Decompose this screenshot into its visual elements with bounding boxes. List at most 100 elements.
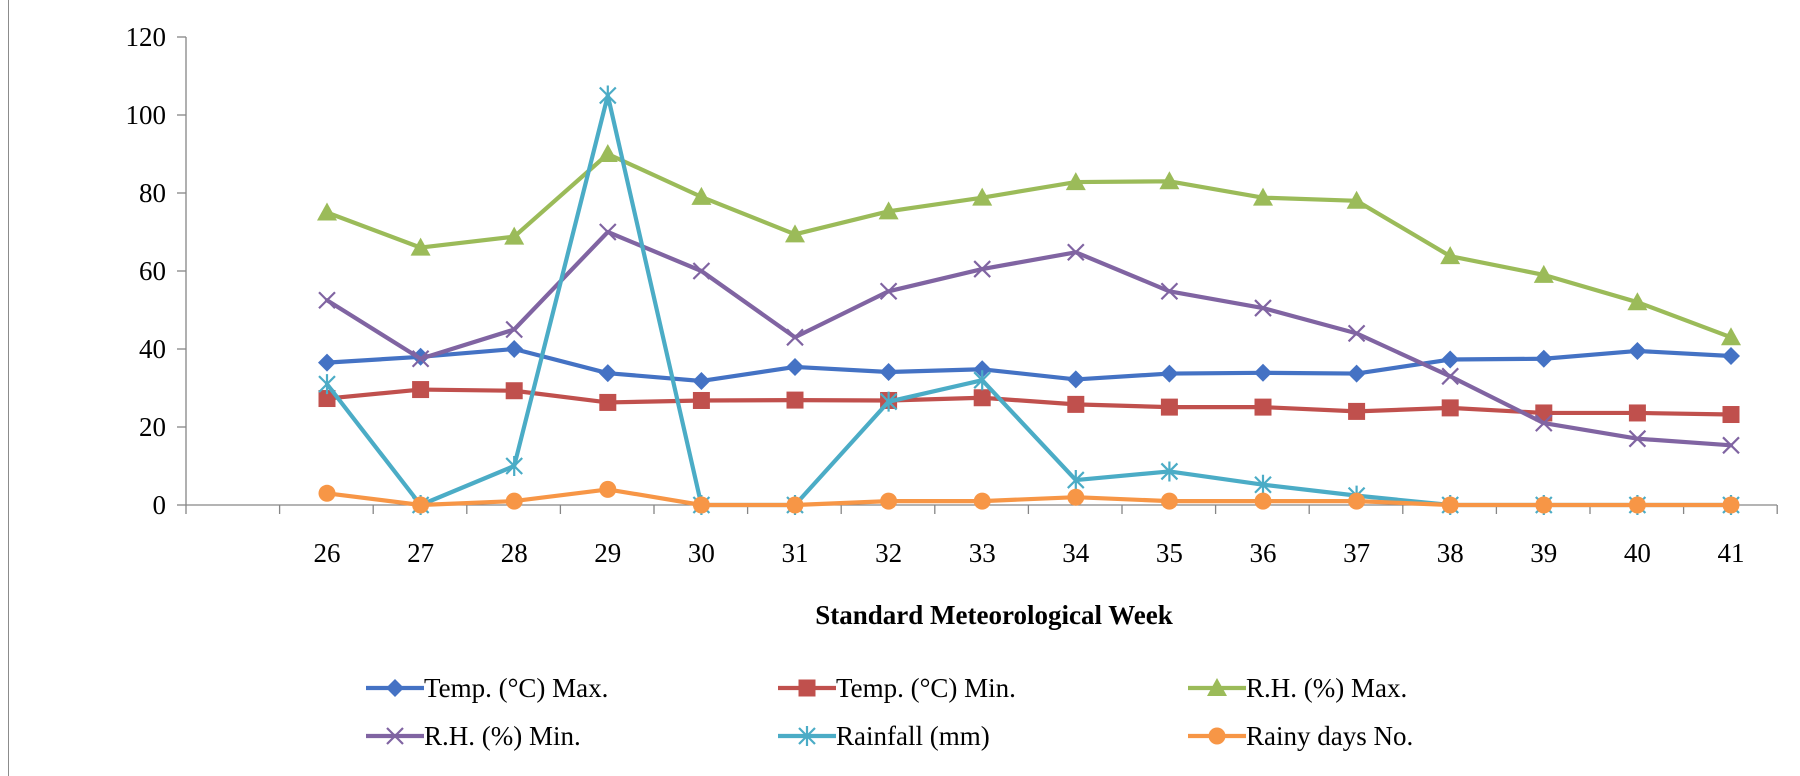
data-point (505, 340, 524, 358)
legend-item: R.H. (%) Min. (366, 721, 581, 751)
data-point (1441, 496, 1459, 514)
data-point (1067, 488, 1085, 506)
data-point (1160, 282, 1179, 301)
data-point (1722, 436, 1740, 455)
data-point (786, 496, 804, 514)
data-point (692, 371, 711, 390)
data-point (972, 187, 993, 206)
legend: Temp. (°C) Max. Temp. (°C) Min. R.H. (%) M… (366, 673, 1413, 751)
data-point (973, 389, 991, 407)
data-point (786, 391, 804, 409)
x-tick-label: 30 (688, 538, 715, 568)
y-tick-label: 120 (126, 22, 167, 52)
data-point (1722, 347, 1740, 366)
data-point (599, 223, 617, 241)
data-point (879, 391, 898, 412)
data-point (318, 374, 336, 395)
series-line (324, 151, 1734, 340)
data-point (1535, 414, 1553, 432)
series-6 (318, 480, 1740, 514)
data-point (1721, 327, 1741, 346)
data-point (504, 226, 525, 245)
series-3 (317, 144, 1741, 346)
data-point (599, 85, 617, 106)
data-point (973, 492, 991, 510)
data-point (1628, 404, 1646, 422)
series-line (324, 387, 1734, 417)
data-point (1065, 172, 1086, 191)
data-point (318, 291, 336, 310)
legend-item: R.H. (%) Max. (1188, 673, 1407, 703)
data-point (318, 353, 336, 372)
y-tick-label: 100 (126, 100, 167, 130)
legend-item: Rainfall (mm) (778, 721, 990, 751)
data-point (692, 496, 710, 514)
x-tick-label: 35 (1156, 538, 1183, 568)
series-line (324, 93, 1734, 508)
legend-label: Temp. (°C) Max. (424, 673, 608, 703)
data-point (505, 320, 523, 339)
data-point (1722, 496, 1740, 514)
data-point (1067, 395, 1085, 413)
legend-marker (798, 679, 816, 697)
y-tick-label: 80 (139, 178, 166, 208)
x-tick-label: 33 (969, 538, 996, 568)
x-tick-label: 36 (1250, 538, 1277, 568)
data-point (1254, 492, 1272, 510)
series-5 (318, 85, 1740, 515)
data-point (1348, 492, 1366, 510)
data-point (1160, 398, 1178, 416)
data-point (505, 456, 523, 476)
data-point (1346, 190, 1367, 209)
data-point (1254, 474, 1272, 495)
series-1 (318, 340, 1740, 390)
data-point (1066, 370, 1085, 389)
data-point (1347, 324, 1366, 343)
data-point (1535, 404, 1553, 422)
series-4 (318, 223, 1740, 455)
x-tick-label: 38 (1437, 538, 1464, 568)
x-tick-label: 41 (1718, 538, 1745, 568)
data-point (1254, 299, 1272, 317)
data-point (318, 390, 336, 408)
legend-marker (386, 727, 404, 745)
legend-item: Temp. (°C) Max. (366, 673, 608, 703)
x-tick-label: 28 (501, 538, 528, 568)
data-point (412, 496, 430, 514)
data-point (597, 144, 618, 162)
data-point (1253, 187, 1273, 206)
data-point (880, 492, 898, 510)
data-point (1628, 429, 1647, 448)
legend-label: Rainfall (mm) (836, 721, 990, 751)
data-point (1722, 406, 1740, 424)
legend-label: R.H. (%) Max. (1246, 673, 1407, 703)
y-tick-label: 40 (139, 334, 166, 364)
data-point (692, 391, 710, 409)
data-point (1160, 461, 1179, 482)
data-point (878, 201, 899, 220)
x-tick-label: 40 (1624, 538, 1651, 568)
data-point (505, 382, 523, 400)
data-point (785, 224, 805, 243)
data-point (973, 360, 992, 379)
series-line (324, 346, 1734, 384)
data-point (1254, 398, 1272, 416)
data-point (1441, 367, 1459, 386)
series-2 (318, 381, 1740, 424)
y-tick-label: 60 (139, 256, 166, 286)
legend-marker (386, 679, 404, 697)
x-tick-label: 26 (314, 538, 341, 568)
x-tick-label: 39 (1530, 538, 1557, 568)
x-tick-label: 29 (594, 538, 621, 568)
data-point (879, 363, 898, 382)
y-tick-label: 0 (153, 490, 167, 520)
data-point (410, 237, 431, 256)
data-point (691, 186, 712, 205)
y-tick-label: 20 (139, 412, 166, 442)
data-point (599, 393, 617, 411)
data-point (786, 328, 804, 347)
legend-item: Rainy days No. (1188, 721, 1413, 751)
series-layer (317, 85, 1741, 515)
legend-marker (1207, 678, 1227, 696)
